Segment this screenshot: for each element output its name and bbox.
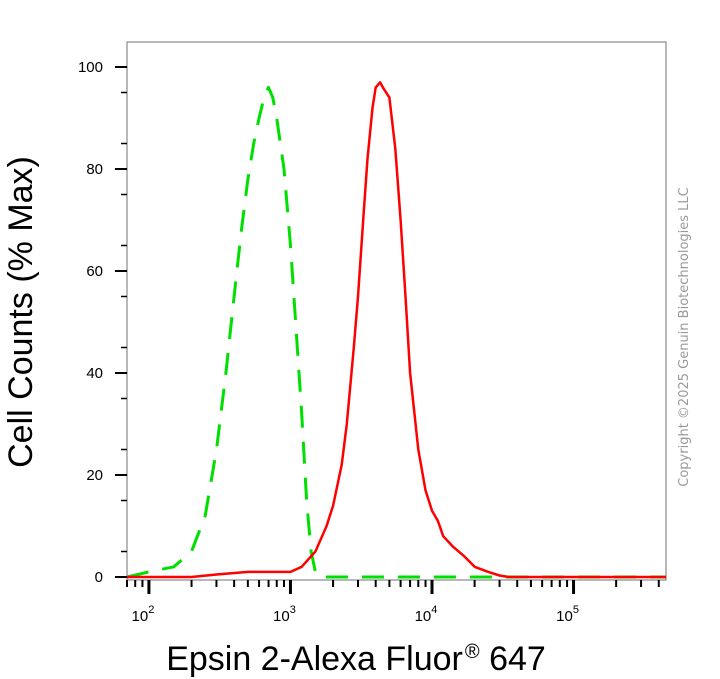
x-tick-exponent: 4	[431, 604, 437, 616]
x-tick-exponent: 5	[573, 604, 579, 616]
plot-frame	[126, 41, 667, 581]
copyright-text: Copyright ©2025 Genuin Biotechnologies L…	[677, 187, 692, 486]
x-axis-title-main: Epsin 2-Alexa Fluor	[166, 640, 463, 678]
x-tick-label: 104	[415, 604, 438, 625]
series-layer	[126, 81, 666, 579]
x-axis-title-suffix: 647	[480, 640, 546, 678]
x-tick-exponent: 2	[148, 604, 154, 616]
y-tick-label: 60	[86, 263, 103, 280]
series-line-green-dashed	[126, 85, 666, 579]
x-axis: 102 103 104 105	[126, 580, 660, 625]
y-tick-label: 80	[86, 161, 103, 178]
x-tick-base: 10	[556, 608, 573, 625]
x-tick-label: 102	[132, 604, 155, 625]
x-tick-label: 103	[273, 604, 296, 625]
y-tick-label: 40	[86, 365, 103, 382]
y-axis: 0 20 40 60 80 100	[78, 59, 127, 586]
y-axis-title: Cell Counts (% Max)	[2, 156, 40, 468]
y-tick-label: 100	[78, 59, 103, 76]
y-tick-label: 0	[95, 569, 103, 586]
x-axis-title-superscript: ®	[465, 641, 480, 663]
x-tick-exponent: 3	[290, 604, 296, 616]
x-axis-title: Epsin 2-Alexa Fluor ® 647	[166, 640, 546, 678]
x-tick-label: 105	[556, 604, 579, 625]
x-tick-base: 10	[415, 608, 432, 625]
x-tick-base: 10	[273, 608, 290, 625]
series-line-red-solid	[127, 81, 666, 579]
x-tick-base: 10	[132, 608, 149, 625]
y-tick-label: 20	[86, 467, 103, 484]
